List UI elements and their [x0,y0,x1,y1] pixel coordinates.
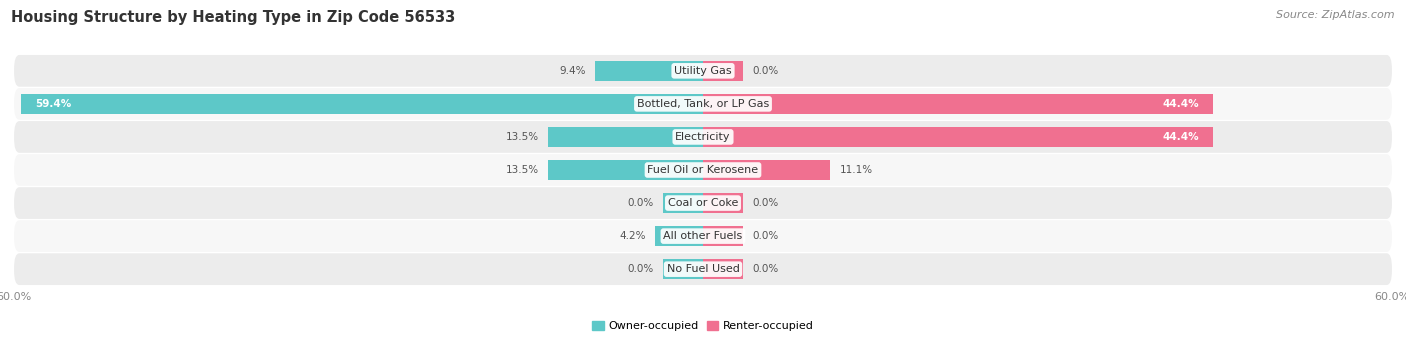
Text: Fuel Oil or Kerosene: Fuel Oil or Kerosene [647,165,759,175]
Text: 0.0%: 0.0% [752,264,779,274]
Text: Coal or Coke: Coal or Coke [668,198,738,208]
Text: 0.0%: 0.0% [627,198,654,208]
Bar [655,226,703,246]
Bar [548,127,703,147]
Bar [662,259,703,279]
FancyBboxPatch shape [14,154,1392,186]
Text: 11.1%: 11.1% [839,165,873,175]
FancyBboxPatch shape [14,88,1392,120]
Text: 44.4%: 44.4% [1163,99,1199,109]
FancyBboxPatch shape [14,55,1392,87]
Text: 44.4%: 44.4% [1163,132,1199,142]
FancyBboxPatch shape [14,253,1392,285]
Text: Housing Structure by Heating Type in Zip Code 56533: Housing Structure by Heating Type in Zip… [11,10,456,25]
Text: 59.4%: 59.4% [35,99,70,109]
Text: Electricity: Electricity [675,132,731,142]
Bar [662,193,703,213]
Text: Source: ZipAtlas.com: Source: ZipAtlas.com [1277,10,1395,20]
Bar [703,226,744,246]
Text: 0.0%: 0.0% [752,66,779,76]
Bar [595,61,703,81]
Text: 13.5%: 13.5% [506,132,538,142]
FancyBboxPatch shape [14,121,1392,153]
Text: Bottled, Tank, or LP Gas: Bottled, Tank, or LP Gas [637,99,769,109]
Text: No Fuel Used: No Fuel Used [666,264,740,274]
Text: All other Fuels: All other Fuels [664,231,742,241]
Legend: Owner-occupied, Renter-occupied: Owner-occupied, Renter-occupied [588,317,818,336]
Bar [703,61,744,81]
Text: 13.5%: 13.5% [506,165,538,175]
Bar [21,94,703,114]
FancyBboxPatch shape [14,220,1392,252]
Bar [703,127,1213,147]
Bar [703,160,831,180]
Text: 4.2%: 4.2% [619,231,645,241]
Bar [703,193,744,213]
Text: 9.4%: 9.4% [560,66,586,76]
Text: Utility Gas: Utility Gas [675,66,731,76]
Text: 0.0%: 0.0% [752,198,779,208]
Bar [548,160,703,180]
Text: 0.0%: 0.0% [627,264,654,274]
FancyBboxPatch shape [14,187,1392,219]
Bar [703,94,1213,114]
Bar [703,259,744,279]
Text: 0.0%: 0.0% [752,231,779,241]
